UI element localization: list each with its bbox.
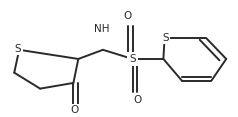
Text: O: O [133, 95, 142, 105]
Text: O: O [124, 11, 132, 21]
Text: S: S [129, 54, 136, 64]
Text: S: S [15, 44, 21, 54]
Text: NH: NH [94, 24, 109, 34]
Text: O: O [70, 105, 79, 115]
Text: S: S [163, 33, 169, 43]
